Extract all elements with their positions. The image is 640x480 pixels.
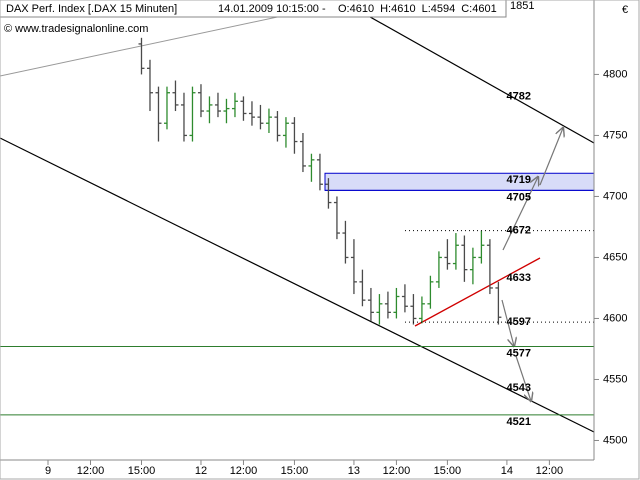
- currency: €: [622, 4, 628, 16]
- timestamp: 14.01.2009 10:15:00 -: [218, 3, 326, 15]
- level-label: 4633: [507, 272, 531, 284]
- title-box: [0, 0, 507, 18]
- x-tick-label: 12:00: [230, 465, 258, 477]
- quote-item: L:4594: [422, 3, 456, 15]
- level-label: 4577: [507, 347, 531, 359]
- zone-layer: [324, 172, 595, 191]
- level-label: 4782: [507, 90, 531, 102]
- arrow: [515, 355, 531, 401]
- level-label: 4521: [507, 416, 531, 428]
- y-tick-label: 4650: [603, 251, 627, 263]
- arrows: [501, 128, 563, 401]
- corner-value: 1851: [510, 0, 534, 12]
- x-tick-label: 14: [501, 465, 513, 477]
- x-tick-label: 13: [348, 465, 360, 477]
- level-label: 4705: [507, 191, 531, 203]
- channel-line: [0, 137, 595, 433]
- zone: [324, 172, 595, 191]
- x-tick-label: 9: [45, 465, 51, 477]
- x-tick-label: 15:00: [128, 465, 156, 477]
- y-tick-label: 4700: [603, 190, 627, 202]
- quote-item: O:4610: [338, 3, 374, 15]
- level-label: 4719: [507, 174, 531, 186]
- y-tick-label: 4750: [603, 129, 627, 141]
- x-tick-label: 15:00: [434, 465, 462, 477]
- level-label: 4597: [507, 316, 531, 328]
- arrow: [539, 128, 563, 186]
- y-tick-label: 4500: [603, 434, 627, 446]
- title: DAX Perf. Index [.DAX 15 Minuten]: [6, 3, 177, 15]
- quote: O:4610 H:4610 L:4594 C:4601: [338, 3, 497, 15]
- quote-item: C:4601: [461, 3, 496, 15]
- x-tick-label: 12:00: [383, 465, 411, 477]
- bars: [138, 37, 502, 325]
- quote-item: H:4610: [380, 3, 415, 15]
- arrow: [501, 299, 514, 346]
- x-tick-label: 15:00: [281, 465, 309, 477]
- y-tick-label: 4550: [603, 373, 627, 385]
- y-tick-label: 4800: [603, 68, 627, 80]
- y-tick-label: 4600: [603, 312, 627, 324]
- annotation-layer: 4782 4719 4705 4672 4633 4597 4577 4543 4521: [0, 90, 594, 428]
- support-line: [414, 257, 541, 327]
- level-label: 4543: [507, 382, 531, 394]
- x-tick-label: 12:00: [536, 465, 564, 477]
- x-tick-label: 12: [195, 465, 207, 477]
- arrow: [502, 177, 538, 251]
- level-label: 4672: [507, 225, 531, 237]
- source: © www.tradesignalonline.com: [4, 23, 148, 35]
- channel-line: [339, 0, 595, 144]
- x-tick-label: 12:00: [77, 465, 105, 477]
